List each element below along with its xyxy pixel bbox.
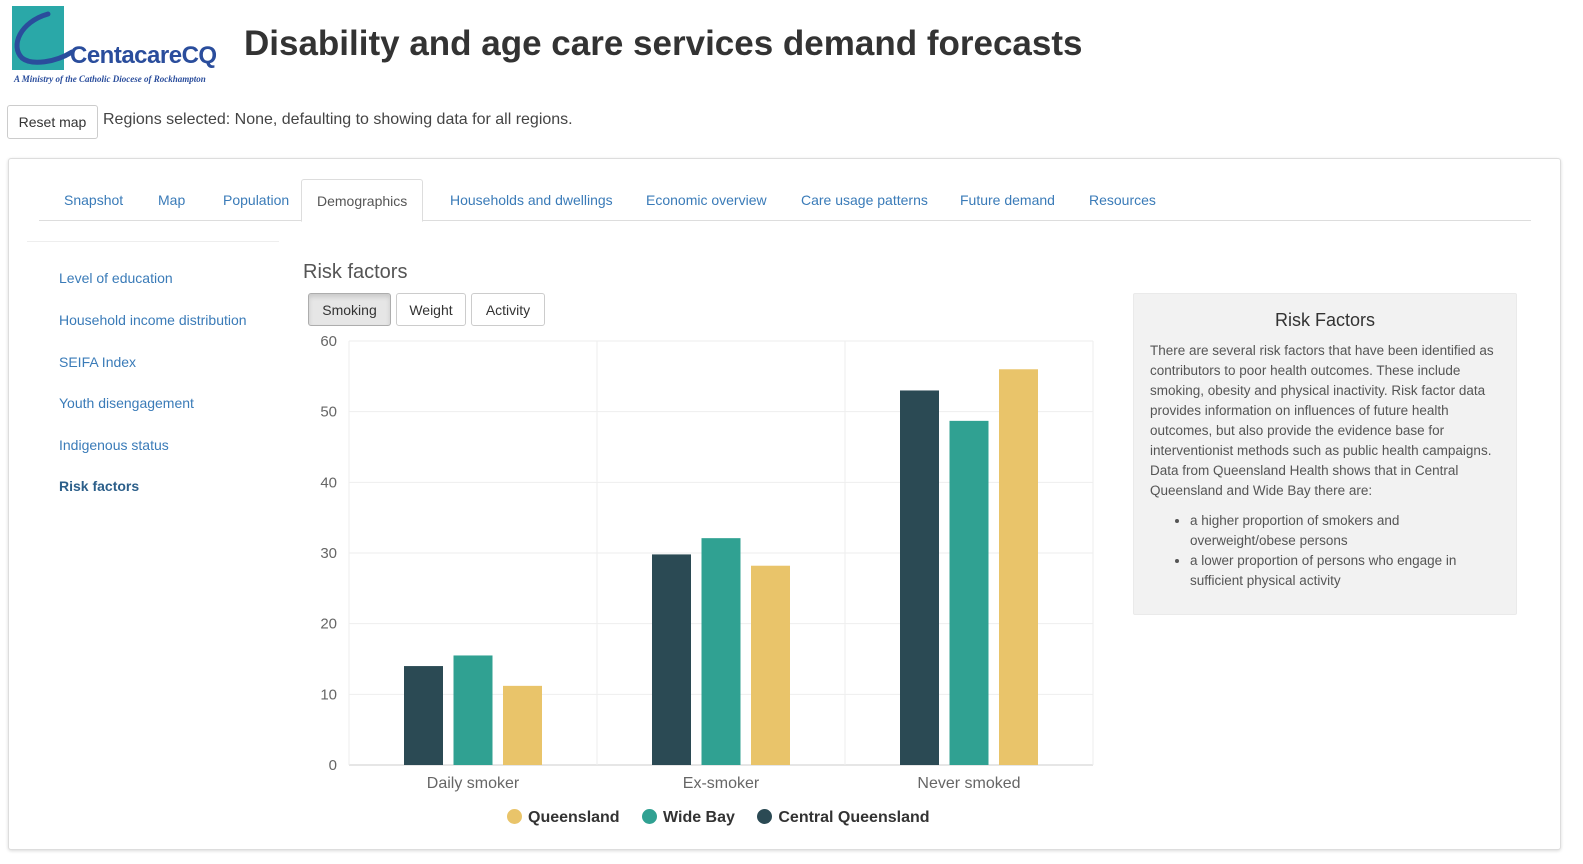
tab-population[interactable]: Population (223, 192, 290, 208)
tab-map[interactable]: Map (158, 192, 186, 208)
logo-name: CentacareCQ (70, 42, 217, 69)
sidebar-divider (27, 241, 279, 242)
info-bullet: a higher proportion of smokers and overw… (1190, 511, 1500, 551)
y-tick-label: 40 (320, 474, 337, 491)
page-header: CentacareCQ A Ministry of the Catholic D… (0, 0, 1583, 100)
bar-queensland (999, 369, 1038, 765)
legend-item-wide-bay[interactable]: Wide Bay (642, 809, 735, 827)
legend-dot-central-queensland (757, 809, 773, 824)
page-title: Disability and age care services demand … (244, 24, 1083, 63)
smoking-button[interactable]: Smoking (308, 293, 391, 326)
bar-central-queensland (900, 390, 939, 765)
legend-label-wide-bay: Wide Bay (663, 809, 735, 826)
tab-snapshot[interactable]: Snapshot (64, 192, 124, 208)
logo-swoosh-icon (14, 11, 75, 65)
risk-factors-info-box: Risk Factors There are several risk fact… (1133, 293, 1517, 615)
region-status-text: Regions selected: None, defaulting to sh… (103, 111, 573, 128)
bar-central-queensland (404, 666, 443, 765)
legend-label-central-queensland: Central Queensland (778, 809, 930, 826)
sidebar-item-risk-factors[interactable]: Risk factors (59, 478, 140, 494)
info-title: Risk Factors (1274, 310, 1375, 330)
bar-central-queensland (652, 554, 691, 765)
bar-wide-bay (949, 420, 989, 765)
chart-legend: Queensland Wide Bay Central Queensland (507, 809, 948, 831)
tab-future-demand[interactable]: Future demand (960, 192, 1055, 208)
weight-button[interactable]: Weight (396, 293, 466, 326)
legend-dot-wide-bay (642, 809, 658, 824)
logo-tagline: A Ministry of the Catholic Diocese of Ro… (14, 74, 206, 84)
y-tick-label: 50 (320, 404, 337, 421)
x-tick-label: Ex-smoker (683, 775, 760, 792)
section-title: Risk factors (303, 261, 408, 283)
reset-map-button[interactable]: Reset map (7, 105, 98, 139)
tab-resources[interactable]: Resources (1089, 192, 1156, 208)
legend-item-queensland[interactable]: Queensland (507, 809, 620, 827)
y-tick-label: 60 (320, 335, 337, 350)
y-tick-label: 0 (329, 757, 337, 774)
main-panel: Snapshot Map Population Demographics Hou… (8, 158, 1561, 850)
y-tick-label: 10 (320, 686, 337, 703)
x-tick-label: Never smoked (917, 775, 1020, 792)
y-tick-label: 20 (320, 616, 337, 633)
info-bullet: a lower proportion of persons who engage… (1190, 551, 1500, 591)
legend-item-central-queensland[interactable]: Central Queensland (757, 809, 930, 827)
info-bullet-list: a higher proportion of smokers and overw… (1150, 511, 1500, 591)
tab-bar: Snapshot Map Population Demographics Hou… (39, 179, 1531, 222)
tab-care-usage-patterns[interactable]: Care usage patterns (801, 192, 928, 208)
sidebar-item-household-income-distribution[interactable]: Household income distribution (59, 312, 247, 328)
bar-queensland (751, 565, 790, 765)
sidebar-item-seifa-index[interactable]: SEIFA Index (59, 354, 137, 370)
tab-demographics[interactable]: Demographics (301, 179, 424, 222)
y-tick-label: 30 (320, 545, 337, 562)
sidebar-item-youth-disengagement[interactable]: Youth disengagement (59, 395, 194, 411)
legend-dot-queensland (507, 809, 522, 824)
legend-label-queensland: Queensland (528, 809, 620, 826)
info-body: There are several risk factors that have… (1150, 343, 1494, 498)
bar-queensland (503, 685, 542, 765)
bar-wide-bay (701, 538, 741, 765)
tab-households-and-dwellings[interactable]: Households and dwellings (450, 192, 613, 208)
activity-button[interactable]: Activity (471, 293, 545, 326)
x-tick-label: Daily smoker (427, 775, 520, 792)
centacare-logo[interactable]: CentacareCQ A Ministry of the Catholic D… (8, 6, 226, 88)
sidebar-item-indigenous-status[interactable]: Indigenous status (59, 437, 169, 453)
sidebar-item-level-of-education[interactable]: Level of education (59, 270, 173, 286)
risk-factors-bar-chart: 0 10 20 30 40 50 60 Daily smoker Ex-smoker Never … (320, 335, 1094, 792)
tab-economic-overview[interactable]: Economic overview (646, 192, 767, 208)
bar-wide-bay (453, 655, 493, 765)
